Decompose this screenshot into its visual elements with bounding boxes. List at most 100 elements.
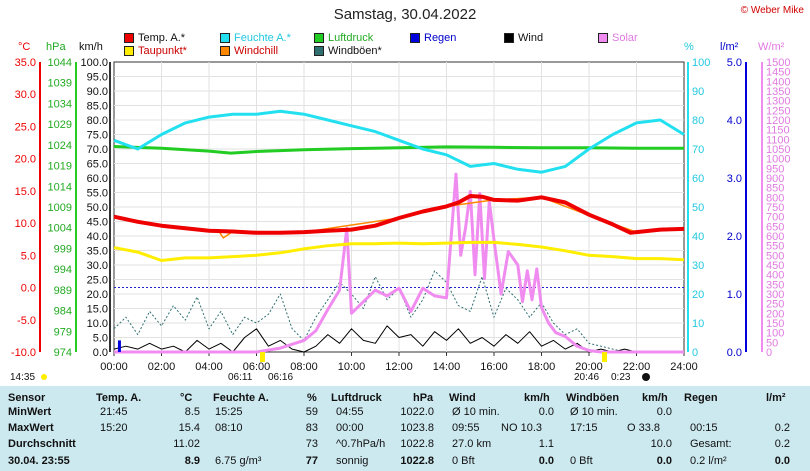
legend-solar: Solar xyxy=(598,32,638,44)
legend-rain: Regen xyxy=(410,32,456,44)
tick-label-pressure: 974 xyxy=(54,347,72,359)
tick-label-pressure: 999 xyxy=(54,243,72,255)
stamp-sunrise: 06:11 xyxy=(228,372,253,383)
gust-value: 0.0 xyxy=(656,406,672,418)
series-line-temp-a xyxy=(113,194,685,235)
tick-label-wind: 5.0 xyxy=(93,333,108,345)
tick-label-rain: 4.0 xyxy=(727,115,742,127)
tick-label-wind: 100.0 xyxy=(80,57,108,69)
stamp-moon: 0:23 xyxy=(611,372,631,383)
humidity-value: 73 xyxy=(305,438,318,450)
gust-value: 0.0 xyxy=(656,455,672,467)
tick-label-solar: 1050 xyxy=(766,144,790,156)
sun-icon xyxy=(41,374,47,380)
wind-text: 09:55 xyxy=(452,422,480,434)
tick-label-solar: 400 xyxy=(766,270,784,282)
header-humidity: Feuchte A. xyxy=(213,392,269,404)
tick-label-humidity: 80 xyxy=(692,115,704,127)
wind-text: 27.0 km xyxy=(452,438,492,450)
tick-label-wind: 80.0 xyxy=(87,115,108,127)
tick-label-temp: 30.0 xyxy=(15,89,36,101)
tick-label-wind: 65.0 xyxy=(87,159,108,171)
tick-label-temp: 10.0 xyxy=(15,218,36,230)
tick-label-solar: 850 xyxy=(766,183,784,195)
tick-label-time: 04:00 xyxy=(195,361,223,373)
wind-value: 0.0 xyxy=(538,455,554,467)
tick-label-solar: 1200 xyxy=(766,115,790,127)
row-label: Durchschnitt xyxy=(8,438,76,450)
tick-label-solar: 1150 xyxy=(766,125,790,137)
row-label: MaxWert xyxy=(8,422,54,434)
tick-label-wind: 30.0 xyxy=(87,260,108,272)
header-humidity-unit: % xyxy=(307,392,317,404)
unit-wind: km/h xyxy=(79,41,103,53)
tick-label-time: 10:00 xyxy=(338,361,366,373)
humidity-value: 77 xyxy=(305,455,318,467)
pressure-time: sonnig xyxy=(336,455,369,467)
tick-label-pressure: 1014 xyxy=(48,181,72,193)
wind-value: 1.1 xyxy=(538,438,554,450)
header-rain-unit: l/m² xyxy=(766,392,786,404)
tick-label-wind: 0.0 xyxy=(93,347,108,359)
tick-label-pressure: 1034 xyxy=(48,98,72,110)
tick-label-pressure: 994 xyxy=(54,264,72,276)
tick-label-wind: 50.0 xyxy=(87,202,108,214)
series-line-luftdruck xyxy=(113,145,684,155)
header-gust-unit: km/h xyxy=(642,392,668,404)
rain-value: 0.0 xyxy=(774,455,790,467)
humidity-time: 08:10 xyxy=(215,422,243,434)
tick-label-time: 00:00 xyxy=(100,361,128,373)
tick-label-solar: 1350 xyxy=(766,86,790,98)
copyright-text: © Weber Mike xyxy=(740,5,804,16)
header-wind-unit: km/h xyxy=(524,392,550,404)
tick-label-wind: 40.0 xyxy=(87,231,108,243)
tick-label-time: 08:00 xyxy=(290,361,318,373)
tick-label-time: 14:00 xyxy=(433,361,461,373)
tick-label-solar: 950 xyxy=(766,163,784,175)
tick-label-solar: 350 xyxy=(766,279,784,291)
tick-label-humidity: 20 xyxy=(692,289,704,301)
tick-label-temp: 35.0 xyxy=(15,57,36,69)
unit-temp: °C xyxy=(18,41,31,53)
tick-label-solar: 50 xyxy=(766,337,778,349)
tick-label-solar: 100 xyxy=(766,328,784,340)
tick-label-solar: 700 xyxy=(766,212,784,224)
tick-label-pressure: 1024 xyxy=(48,140,72,152)
pressure-value: 1022.8 xyxy=(400,438,434,450)
row-label: 30.04. 23:55 xyxy=(8,455,70,467)
tick-label-humidity: 0 xyxy=(692,347,698,359)
temp-value: 8.5 xyxy=(184,406,200,418)
chart-title: Samstag, 30.04.2022 xyxy=(333,6,477,23)
header-pressure: Luftdruck xyxy=(331,392,382,404)
tick-label-solar: 550 xyxy=(766,241,784,253)
temp-value: 15.4 xyxy=(178,422,200,434)
header-wind: Wind xyxy=(449,392,476,404)
gust-text: 0 Bft xyxy=(570,455,593,467)
tick-label-pressure: 979 xyxy=(54,326,72,338)
tick-label-solar: 500 xyxy=(766,250,784,262)
tick-label-time: 16:00 xyxy=(480,361,508,373)
weather-chart: 35.0 30.0 25.0 20.0 15.0 10.0 5.0 0.0 -5.0 -10.0 1… xyxy=(11,57,790,381)
legend-swatch xyxy=(124,33,134,43)
tick-label-pressure: 1004 xyxy=(48,223,72,235)
pressure-value: 1023.8 xyxy=(400,422,434,434)
unit-solar: W/m² xyxy=(758,41,785,53)
tick-label-humidity: 30 xyxy=(692,260,704,272)
rain-bar xyxy=(117,340,121,352)
legend-wind: Wind xyxy=(504,32,543,44)
tick-label-wind: 15.0 xyxy=(87,304,108,316)
legend-gust: Windböen* xyxy=(314,45,382,57)
tick-label-solar: 250 xyxy=(766,299,784,311)
header-rain: Regen xyxy=(684,392,718,404)
tick-label-time: 12:00 xyxy=(385,361,413,373)
gust-value: 10.0 xyxy=(650,438,672,450)
tick-label-temp: 15.0 xyxy=(15,186,36,198)
sunrise-marker xyxy=(260,352,265,362)
legend-label: Windchill xyxy=(234,45,279,57)
tick-label-solar: 750 xyxy=(766,202,784,214)
tick-label-solar: 1000 xyxy=(766,154,790,166)
tick-label-time: 22:00 xyxy=(623,361,651,373)
legend-swatch xyxy=(124,46,134,56)
tick-label-wind: 60.0 xyxy=(87,173,108,185)
tick-label-solar: 800 xyxy=(766,192,784,204)
